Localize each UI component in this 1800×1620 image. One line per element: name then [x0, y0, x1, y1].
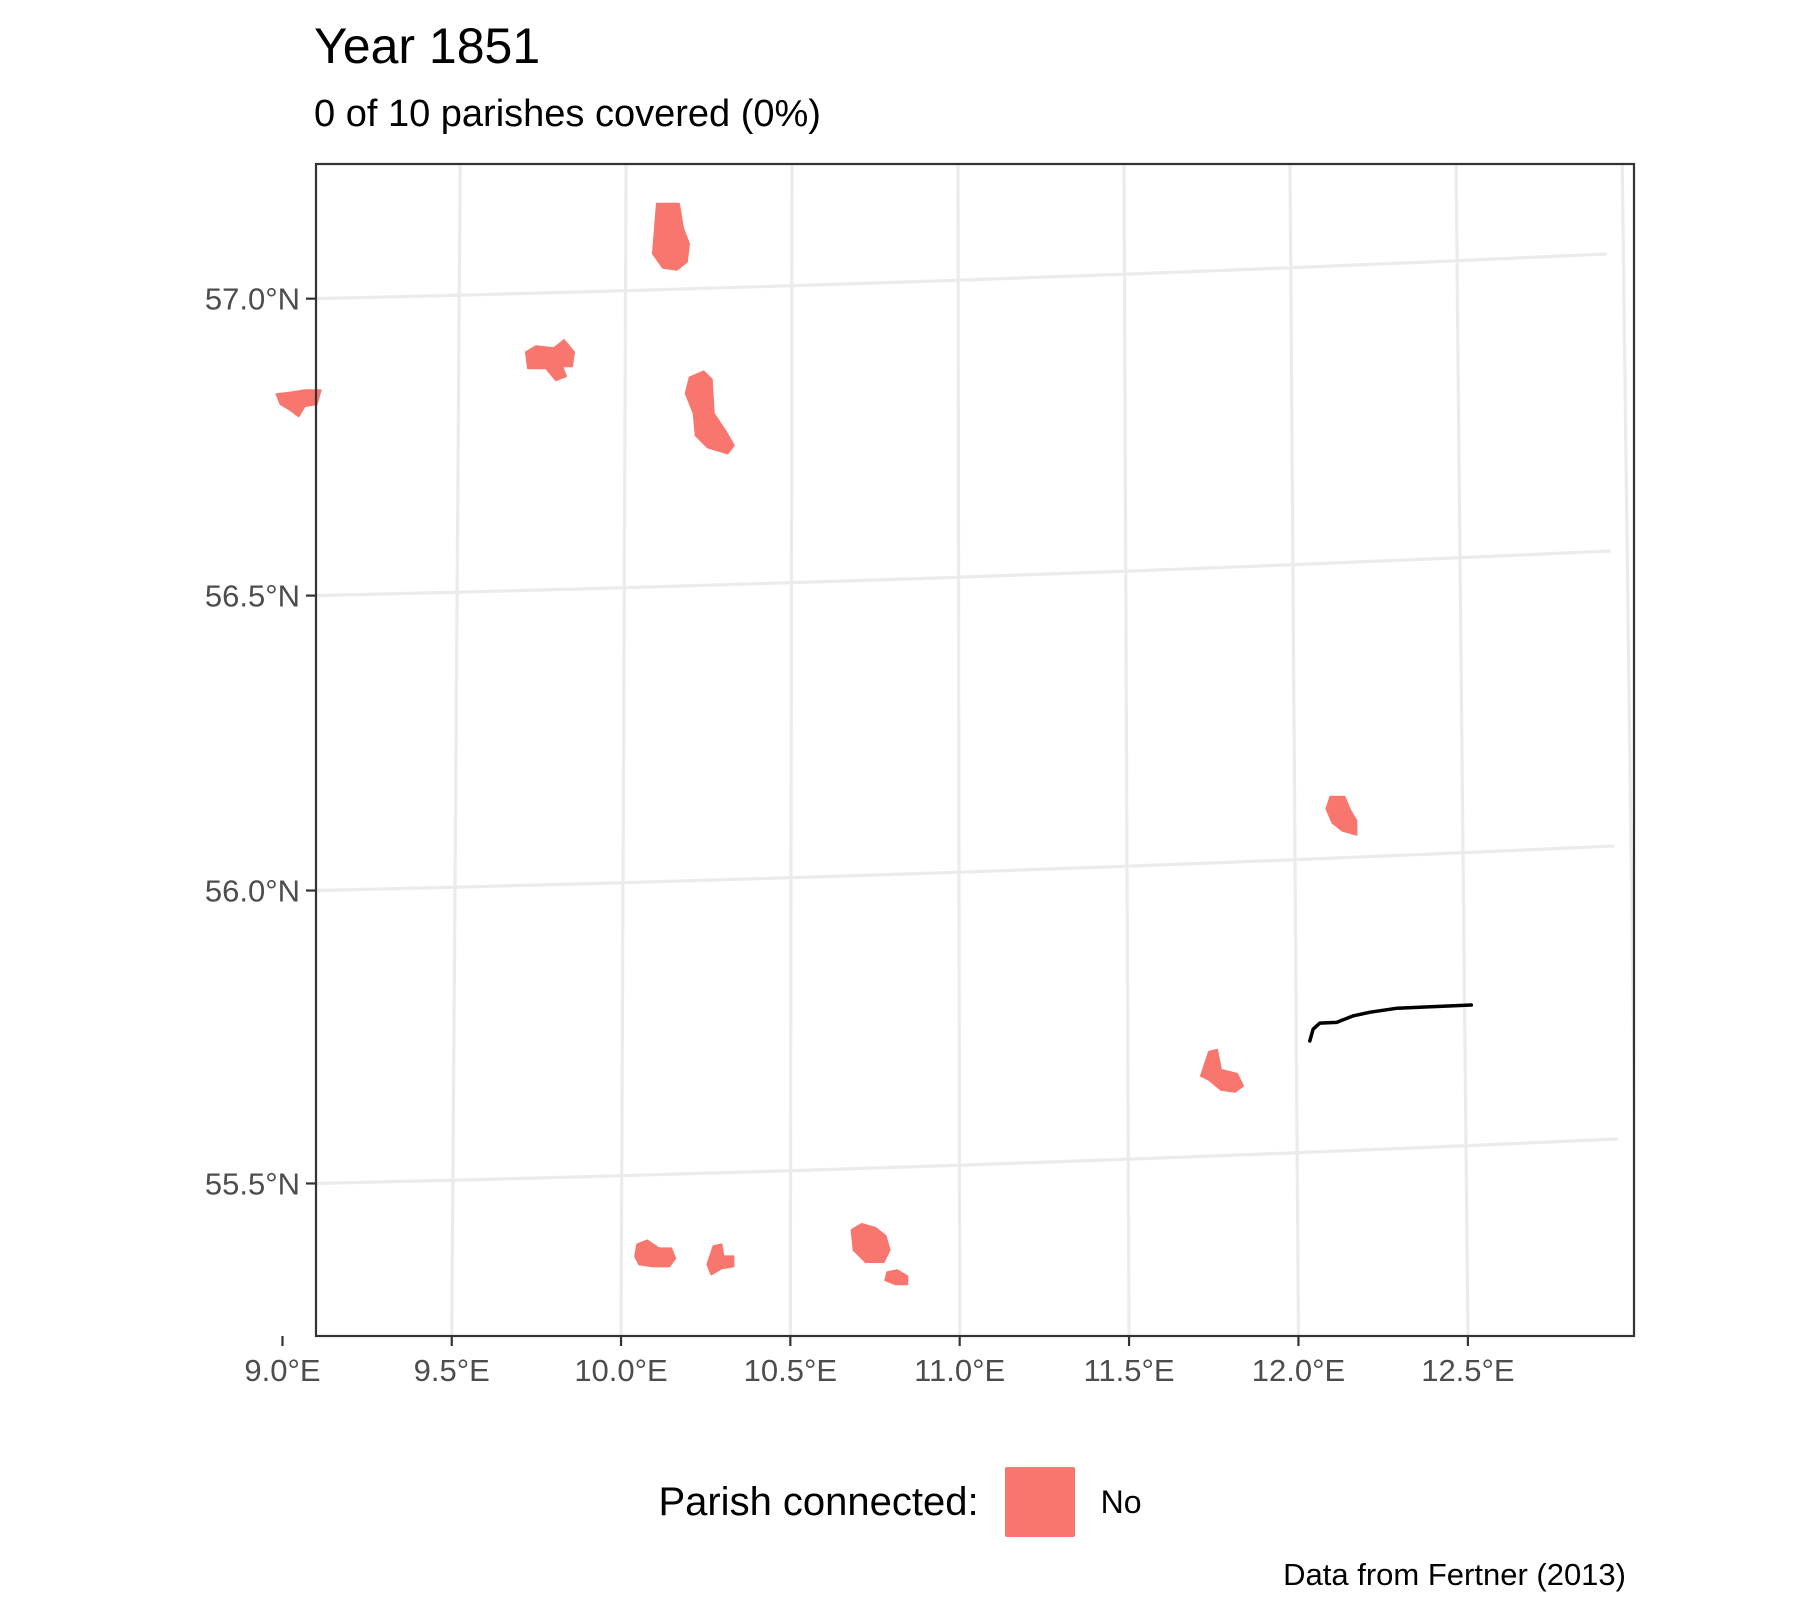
parish-polygon	[1200, 1048, 1244, 1093]
parish-polygon	[684, 370, 735, 455]
legend-key-no	[1004, 1467, 1075, 1537]
meridian-line	[788, 164, 794, 1336]
parallel-line	[316, 549, 1611, 598]
x-tick-label: 11.0°E	[914, 1353, 1005, 1388]
parish-polygon	[651, 202, 690, 271]
legend-title: Parish connected:	[658, 1479, 979, 1524]
parish-polygon	[706, 1243, 735, 1276]
x-tick-label: 11.5°E	[1083, 1353, 1174, 1388]
meridian-line	[1122, 164, 1131, 1336]
legend-label-no: No	[1100, 1483, 1142, 1520]
parish-polygon	[1325, 795, 1358, 836]
x-tick-label: 12.5°E	[1421, 1353, 1514, 1388]
parallel-line	[316, 844, 1615, 893]
x-tick-label: 10.5°E	[744, 1353, 837, 1388]
y-tick-label: 55.5°N	[205, 1166, 300, 1201]
meridian-line	[1454, 164, 1470, 1336]
y-tick-label: 57.0°N	[205, 282, 300, 317]
meridian-line	[1620, 164, 1634, 1197]
legend: Parish connected: No	[0, 1462, 1800, 1542]
x-tick-label: 12.0°E	[1252, 1353, 1345, 1388]
meridian-line	[619, 164, 628, 1336]
map-panel: 9.0°E 9.5°E 10.0°E 10.5°E 11.0°E 11.5°E 12.0°E…	[205, 0, 1636, 1420]
map-subtitle: 0 of 10 parishes covered (0%)	[314, 93, 821, 135]
meridian-line	[450, 164, 462, 1336]
parish-polygons	[275, 202, 1358, 1286]
caption: Data from Fertner (2013)	[1283, 1557, 1626, 1592]
parish-polygon	[884, 1269, 909, 1286]
parallel-line	[316, 1137, 1618, 1186]
parish-polygon	[850, 1223, 891, 1263]
x-tick-label: 9.5°E	[414, 1353, 490, 1388]
meridian-line	[281, 0, 296, 1420]
meridian-line	[1288, 164, 1301, 1336]
x-axis: 9.0°E 9.5°E 10.0°E 10.5°E 11.0°E 11.5°E 12.0°E…	[244, 1336, 1515, 1388]
meridian-line	[956, 164, 962, 1336]
x-tick-label: 9.0°E	[244, 1353, 320, 1388]
y-axis: 55.5°N 56.0°N 56.5°N 57.0°N	[205, 282, 316, 1201]
panel-border	[314, 162, 1636, 1338]
parallel-line	[316, 252, 1607, 301]
parish-polygon	[525, 339, 575, 382]
graticule	[281, 0, 1634, 1420]
parish-polygon	[634, 1239, 677, 1268]
x-tick-label: 10.0°E	[574, 1353, 667, 1388]
y-tick-label: 56.5°N	[205, 579, 300, 614]
y-tick-label: 56.0°N	[205, 874, 300, 909]
map-title: Year 1851	[314, 18, 541, 74]
parish-polygon	[275, 389, 322, 418]
railway-line	[1308, 1003, 1474, 1043]
railway-lines	[1308, 1003, 1474, 1043]
